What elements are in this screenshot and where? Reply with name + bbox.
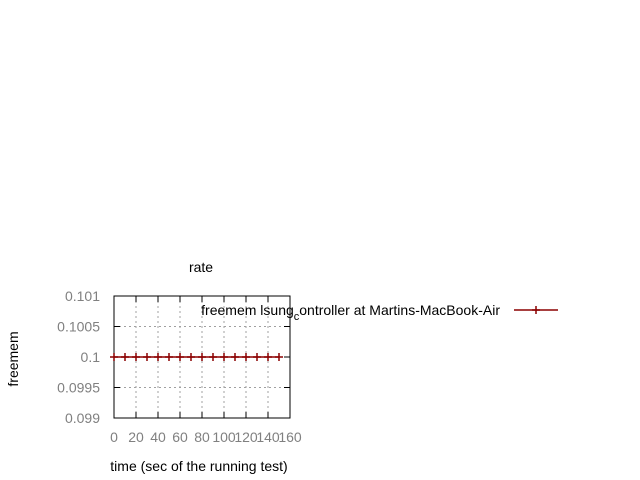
- legend-label-part: freemem l: [201, 302, 263, 318]
- data-point: [242, 353, 250, 361]
- y-tick-label: 0.101: [65, 288, 100, 304]
- x-tick-label: 0: [110, 429, 118, 445]
- legend-label-part: ontroller at Martins-MacBook-Air: [299, 302, 500, 318]
- chart-title: rate: [189, 259, 213, 275]
- x-tick-label: 60: [172, 429, 188, 445]
- y-tick-label: 0.099: [65, 410, 100, 426]
- x-tick-label: 140: [256, 429, 280, 445]
- data-point: [143, 353, 151, 361]
- x-tick-label: 80: [194, 429, 210, 445]
- series-layer: [110, 353, 283, 361]
- data-point: [165, 353, 173, 361]
- legend-label-sub: c: [294, 311, 300, 323]
- axis-ticks: 0.099 0.0995 0.1 0.1005 0.101 0 20 40 60 80 100120…: [57, 288, 302, 445]
- x-tick-label: 160: [278, 429, 302, 445]
- data-point: [209, 353, 217, 361]
- x-tick-label: 40: [150, 429, 166, 445]
- data-point: [253, 353, 261, 361]
- x-tick-label: 100: [212, 429, 236, 445]
- data-point: [187, 353, 195, 361]
- y-axis-label: freemem: [5, 331, 21, 386]
- legend-label: freemem lsungcontroller at Martins-MacBo…: [201, 302, 500, 323]
- data-point: [176, 353, 184, 361]
- x-tick-label: 120: [234, 429, 258, 445]
- data-point: [198, 353, 206, 361]
- y-tick-label: 0.1005: [57, 319, 100, 335]
- x-axis-label: time (sec of the running test): [110, 458, 287, 474]
- data-point: [264, 353, 272, 361]
- data-point: [220, 353, 228, 361]
- legend-marker: [532, 306, 540, 314]
- data-point: [110, 353, 118, 361]
- y-tick-label: 0.0995: [57, 380, 100, 396]
- data-point: [132, 353, 140, 361]
- y-tick-label: 0.1: [81, 349, 101, 365]
- legend: freemem lsungcontroller at Martins-MacBo…: [201, 302, 558, 323]
- x-tick-label: 20: [128, 429, 144, 445]
- data-point: [154, 353, 162, 361]
- data-point: [231, 353, 239, 361]
- data-point: [121, 353, 129, 361]
- legend-label-part: sung: [263, 302, 293, 318]
- data-point: [275, 353, 283, 361]
